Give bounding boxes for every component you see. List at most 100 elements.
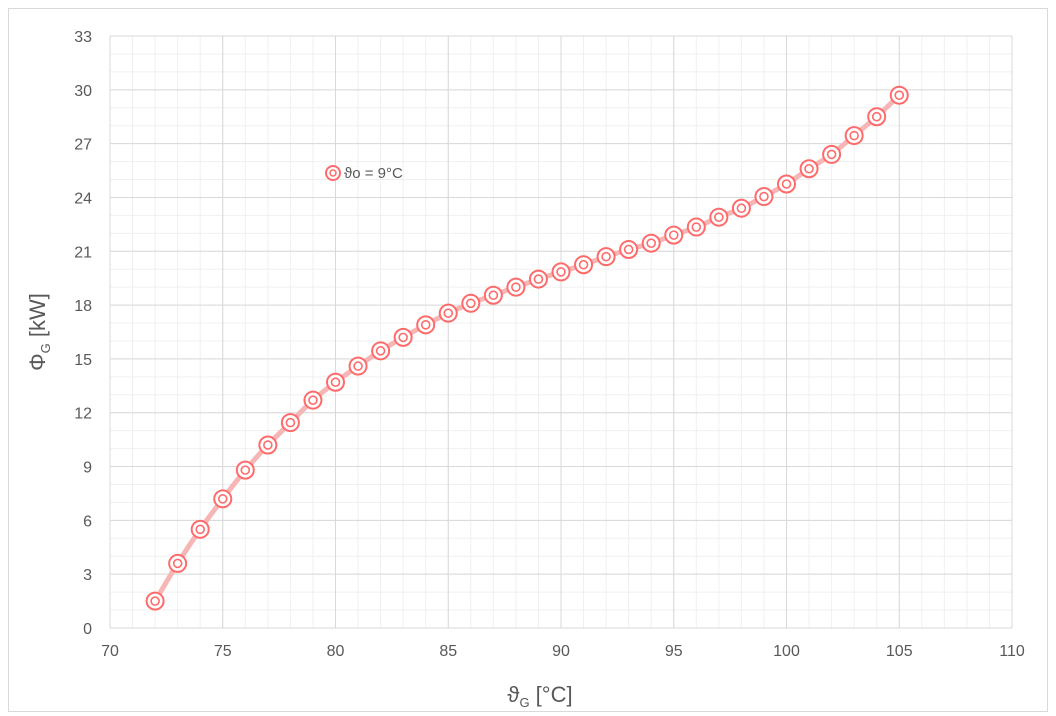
data-point: [326, 372, 345, 392]
data-point-inner: [217, 494, 228, 504]
y-tick-label: 3: [83, 567, 92, 584]
data-point-inner: [443, 308, 454, 318]
data-point-inner: [533, 274, 544, 284]
y-tick-label: 21: [74, 244, 92, 261]
data-point-inner: [646, 238, 657, 248]
major-grid: [109, 35, 1013, 629]
legend-marker-inner: [329, 169, 337, 177]
data-point-inner: [871, 111, 882, 122]
y-tick-labels: 0 3 6 9 12 15 18 21 24 27 30 33: [74, 29, 92, 638]
x-tick-label: 85: [439, 643, 457, 660]
data-point: [596, 247, 616, 267]
data-point: [235, 460, 255, 480]
data-point-inner: [894, 90, 905, 100]
series-line: [152, 92, 902, 604]
legend: ϑo = 9°C: [325, 165, 403, 182]
data-point-inner: [240, 465, 251, 475]
y-tick-label: 30: [74, 83, 92, 100]
y-axis-title: ΦG [kW]: [25, 293, 53, 371]
data-point: [799, 159, 819, 179]
y-tick-label: 0: [83, 621, 92, 638]
y-tick-label: 33: [74, 29, 92, 46]
data-point-inner: [353, 361, 363, 371]
x-tick-label: 110: [999, 643, 1025, 660]
data-point: [777, 174, 796, 194]
data-point: [258, 435, 278, 455]
data-point: [528, 269, 548, 289]
data-point: [867, 107, 887, 127]
data-point-inner: [826, 149, 837, 160]
data-point: [619, 239, 639, 259]
legend-marker-outer: [325, 165, 341, 181]
data-point: [483, 285, 503, 305]
data-point-inner: [556, 267, 566, 277]
y-tick-label: 6: [83, 513, 92, 530]
data-point-inner: [668, 230, 679, 240]
data-point: [280, 413, 300, 433]
data-point: [190, 519, 210, 539]
data-point-inner: [488, 290, 499, 301]
y-tick-label: 24: [74, 190, 92, 207]
data-point-inner: [465, 298, 476, 309]
data-point: [461, 293, 481, 313]
x-tick-label: 100: [773, 643, 800, 660]
data-point-inner: [172, 558, 183, 569]
x-axis-title: ϑG [°C]: [507, 682, 572, 710]
data-point-inner: [623, 244, 634, 255]
x-tick-label: 75: [214, 643, 232, 660]
data-point: [371, 341, 391, 361]
data-point-inner: [195, 524, 205, 535]
data-point: [145, 591, 165, 611]
y-tick-label: 15: [74, 352, 92, 369]
data-point-inner: [330, 377, 341, 388]
data-point: [506, 277, 526, 297]
data-point-inner: [308, 395, 318, 405]
data-point: [664, 225, 684, 245]
data-point-inner: [714, 212, 724, 222]
data-point-inner: [601, 251, 611, 262]
x-tick-label: 70: [101, 643, 119, 660]
data-point-inner: [736, 203, 747, 214]
data-point: [303, 390, 323, 410]
data-point-inner: [420, 320, 431, 330]
data-point-inner: [759, 191, 769, 202]
y-tick-label: 9: [83, 460, 92, 477]
x-tick-label: 95: [665, 643, 683, 660]
x-tick-label: 105: [886, 643, 913, 660]
data-point: [438, 303, 458, 323]
data-point: [731, 198, 751, 218]
data-point: [213, 489, 233, 509]
data-point: [822, 144, 842, 164]
y-tick-label: 18: [74, 298, 92, 315]
data-point-inner: [398, 332, 408, 343]
data-point-inner: [578, 259, 589, 270]
data-point-inner: [691, 222, 702, 232]
x-tick-label: 80: [327, 643, 345, 660]
data-point-inner: [285, 417, 296, 428]
data-point: [754, 187, 774, 207]
data-point: [889, 85, 909, 105]
data-point: [348, 356, 368, 376]
data-point-inner: [511, 282, 521, 292]
data-point-inner: [150, 596, 160, 606]
data-point: [709, 207, 729, 227]
data-point: [551, 262, 571, 282]
data-point: [686, 217, 706, 237]
data-point-inner: [263, 440, 273, 450]
data-point: [393, 327, 413, 347]
x-tick-labels: 70 75 80 85 90 95 100 105 110: [101, 643, 1025, 660]
data-point: [641, 233, 661, 253]
data-point: [574, 255, 594, 275]
y-tick-label: 27: [74, 137, 92, 154]
data-point: [168, 553, 188, 573]
legend-label: ϑo = 9°C: [344, 165, 403, 182]
data-point-inner: [375, 346, 386, 356]
data-point-inner: [804, 163, 814, 174]
x-tick-label: 90: [552, 643, 570, 660]
data-point-inner: [849, 130, 859, 141]
data-point: [844, 126, 864, 146]
data-point-inner: [781, 179, 792, 189]
series-layer: [145, 85, 909, 611]
data-point: [416, 315, 436, 335]
